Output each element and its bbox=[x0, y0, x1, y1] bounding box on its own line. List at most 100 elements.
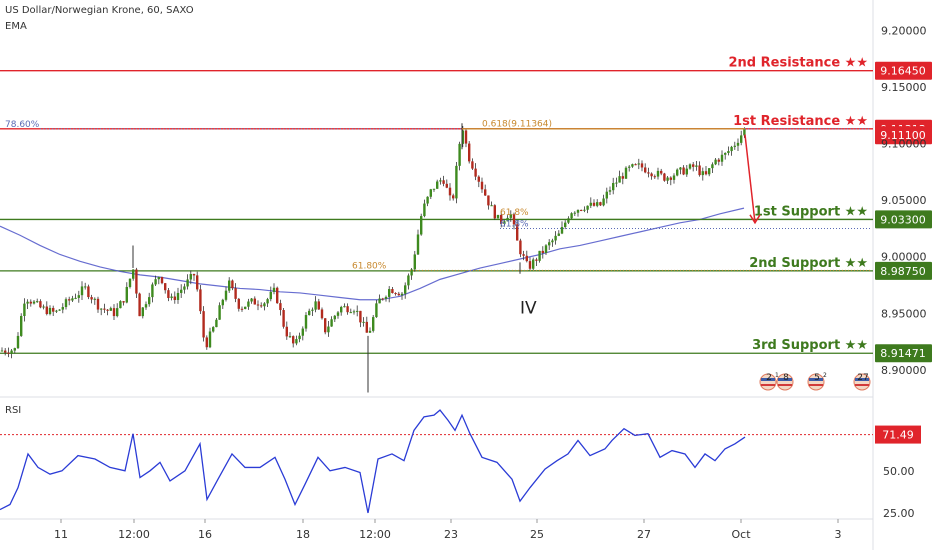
candle-body bbox=[525, 255, 528, 262]
candle-body bbox=[263, 303, 266, 307]
candle bbox=[36, 298, 39, 303]
candle bbox=[688, 163, 692, 170]
candle-body bbox=[692, 164, 695, 167]
candle bbox=[394, 292, 397, 296]
candle bbox=[666, 175, 669, 185]
candle bbox=[317, 298, 320, 310]
rsi-indicator-label[interactable]: RSI bbox=[5, 405, 22, 416]
event-badge-sup: 1 bbox=[775, 372, 779, 379]
candle bbox=[228, 277, 231, 293]
candle-body bbox=[410, 269, 413, 276]
candle bbox=[13, 347, 16, 354]
candle bbox=[615, 177, 618, 188]
candle-body bbox=[119, 301, 122, 309]
candle bbox=[90, 294, 93, 304]
candle-body bbox=[592, 202, 596, 206]
candle bbox=[455, 161, 458, 204]
candle bbox=[10, 348, 13, 359]
candle bbox=[298, 332, 301, 343]
candle bbox=[4, 348, 7, 356]
candle bbox=[52, 305, 55, 316]
candle-body bbox=[324, 318, 327, 333]
event-flag-badge[interactable]: 8 bbox=[776, 373, 794, 391]
candle-body bbox=[311, 309, 314, 311]
ema-indicator-label[interactable]: EMA bbox=[5, 21, 27, 32]
rsi-tick-label: 25.00 bbox=[883, 507, 915, 520]
candle-body bbox=[420, 216, 423, 235]
candle-body bbox=[714, 159, 717, 165]
candle bbox=[624, 166, 628, 180]
candle-body bbox=[452, 195, 455, 199]
candle-body bbox=[471, 161, 474, 169]
candle-body bbox=[93, 298, 96, 300]
candle bbox=[180, 284, 183, 298]
candle-body bbox=[496, 214, 500, 219]
candle bbox=[212, 326, 215, 333]
candle bbox=[0, 347, 4, 352]
candle bbox=[170, 293, 173, 301]
candle bbox=[733, 141, 736, 150]
candle bbox=[410, 267, 413, 280]
candle-body bbox=[231, 280, 234, 289]
candle bbox=[602, 194, 605, 207]
candle-body bbox=[151, 284, 154, 298]
candle bbox=[672, 173, 676, 184]
candle bbox=[215, 317, 218, 328]
flag-stripe bbox=[761, 384, 775, 386]
candle-body bbox=[87, 286, 90, 298]
candle bbox=[263, 302, 266, 311]
candle-body bbox=[672, 175, 676, 180]
candle bbox=[493, 204, 496, 221]
candle bbox=[487, 195, 490, 210]
candle bbox=[423, 199, 426, 218]
candle bbox=[32, 299, 36, 305]
candle bbox=[359, 310, 362, 328]
candle-body bbox=[272, 287, 276, 292]
candle-body bbox=[77, 295, 80, 298]
price-tag: 8.98750 bbox=[880, 265, 926, 278]
candle-body bbox=[647, 172, 650, 174]
candle-body bbox=[589, 202, 592, 206]
candle bbox=[695, 160, 698, 171]
candle-body bbox=[596, 202, 599, 206]
candle bbox=[634, 163, 637, 166]
flag-stripe bbox=[761, 378, 775, 381]
candle bbox=[218, 302, 221, 320]
candle-body bbox=[743, 128, 746, 136]
candle bbox=[660, 168, 663, 176]
candle-body bbox=[528, 261, 532, 269]
candle-body bbox=[445, 183, 448, 188]
candle-body bbox=[314, 301, 317, 310]
candle-body bbox=[484, 189, 487, 196]
candle bbox=[714, 157, 717, 166]
candle bbox=[119, 300, 122, 309]
candle bbox=[244, 306, 247, 310]
candle-body bbox=[253, 298, 256, 305]
candle bbox=[39, 299, 42, 309]
candle bbox=[490, 201, 493, 207]
candle-body bbox=[503, 221, 506, 224]
candle-body bbox=[71, 298, 74, 301]
time-tick-label: 11 bbox=[54, 528, 68, 541]
candle bbox=[183, 283, 186, 294]
event-flag-badge[interactable]: 27 bbox=[853, 373, 871, 391]
candle bbox=[724, 152, 727, 160]
candle bbox=[442, 175, 445, 187]
candle-body bbox=[426, 196, 429, 204]
candle-body bbox=[352, 311, 356, 313]
candle bbox=[365, 316, 368, 333]
candle bbox=[58, 309, 61, 311]
candle-body bbox=[320, 309, 324, 319]
candle bbox=[269, 286, 272, 302]
candle-body bbox=[52, 307, 55, 312]
candle-body bbox=[228, 280, 231, 291]
candle-body bbox=[368, 330, 372, 333]
candle-body bbox=[570, 213, 573, 219]
candle-body bbox=[586, 205, 589, 210]
symbol-title[interactable]: US Dollar/Norwegian Krone, 60, SAXO bbox=[5, 5, 194, 16]
candle bbox=[304, 312, 308, 332]
candle-body bbox=[618, 176, 621, 183]
